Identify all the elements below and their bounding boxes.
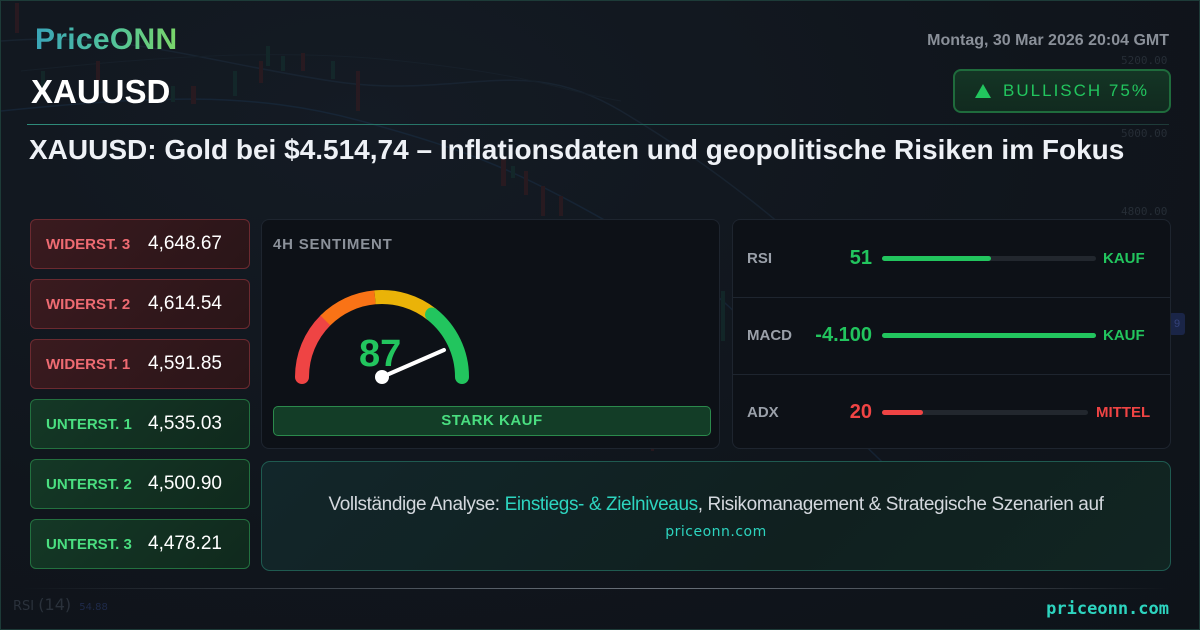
indicator-signal: MITTEL xyxy=(1096,404,1151,421)
promo-prefix: Vollständige Analyse: xyxy=(328,494,505,515)
indicator-value: 51 xyxy=(849,246,872,269)
sentiment-score: 87 xyxy=(359,333,402,375)
level-value: 4,614.54 xyxy=(148,293,222,314)
indicator-name: ADX xyxy=(747,404,779,421)
support-level-3: UNTERST. 3 4,478.21 xyxy=(30,519,250,569)
levels-list: WIDERST. 3 4,648.67 WIDERST. 2 4,614.54 … xyxy=(30,219,250,579)
price-axis-label: 5000.00 xyxy=(1121,127,1168,140)
sentiment-gauge-icon xyxy=(294,289,470,384)
rsi-pane-value: 54.88 xyxy=(79,602,108,613)
indicator-bar xyxy=(882,255,1096,261)
resistance-level-3: WIDERST. 3 4,648.67 xyxy=(30,219,250,269)
symbol-title: XAUUSD xyxy=(31,73,171,110)
headline: XAUUSD: Gold bei $4.514,74 – Inflationsd… xyxy=(29,134,1125,165)
indicator-name: RSI xyxy=(747,249,773,267)
footer-url-link[interactable]: priceonn.com xyxy=(1046,599,1169,619)
rsi-pane-label: RSI (14) 54.88 xyxy=(13,595,108,614)
price-axis-label: 4800.00 xyxy=(1121,205,1168,218)
footer-divider xyxy=(23,588,1169,589)
promo-highlight: Einstiegs- & Zielniveaus xyxy=(504,494,699,515)
promo-link[interactable]: priceonn.com xyxy=(665,524,767,540)
level-label: WIDERST. 3 xyxy=(46,235,131,253)
sentiment-title: 4H SENTIMENT xyxy=(273,236,393,253)
resistance-level-1: WIDERST. 1 4,591.85 xyxy=(30,339,250,389)
brand-logo: PriceONN xyxy=(35,23,178,56)
level-label: UNTERST. 1 xyxy=(46,415,132,433)
indicator-bar xyxy=(882,333,1096,338)
rsi-pane-name: RSI xyxy=(13,599,35,614)
support-level-1: UNTERST. 1 4,535.03 xyxy=(30,399,250,449)
indicators-card: RSI 51 KAUF MACD -4.100 KAUF ADX 20 MITT… xyxy=(732,219,1171,449)
indicator-row-macd: MACD -4.100 KAUF xyxy=(733,297,1170,373)
bias-label: BULLISCH 75% xyxy=(1003,81,1149,100)
sentiment-verdict: STARK KAUF xyxy=(273,406,711,436)
sentiment-card: 4H SENTIMENT 87 STARK KAUF xyxy=(261,219,720,449)
indicator-bar xyxy=(882,410,1088,415)
level-value: 4,500.90 xyxy=(148,473,222,494)
indicator-row-adx: ADX 20 MITTEL xyxy=(733,374,1170,448)
level-value: 4,591.85 xyxy=(148,353,222,374)
level-value: 4,648.67 xyxy=(148,233,222,254)
level-label: WIDERST. 1 xyxy=(46,355,131,373)
header-divider xyxy=(27,124,1169,125)
indicator-signal: KAUF xyxy=(1103,249,1145,267)
rsi-pane-period: (14) xyxy=(38,595,72,614)
price-axis-label: 5200.00 xyxy=(1121,54,1168,67)
indicator-value: -4.100 xyxy=(815,324,872,346)
level-value: 4,535.03 xyxy=(148,413,222,434)
promo-banner[interactable]: Vollständige Analyse: Einstiegs- & Zieln… xyxy=(261,461,1171,571)
triangle-up-icon xyxy=(975,84,992,98)
resistance-level-2: WIDERST. 2 4,614.54 xyxy=(30,279,250,329)
level-label: UNTERST. 3 xyxy=(46,535,132,553)
level-label: WIDERST. 2 xyxy=(46,295,131,313)
datetime-stamp: Montag, 30 Mar 2026 20:04 GMT xyxy=(927,32,1169,49)
level-label: UNTERST. 2 xyxy=(46,475,132,493)
indicator-name: MACD xyxy=(747,327,792,344)
chart-tag: 9 xyxy=(1169,313,1185,335)
level-value: 4,478.21 xyxy=(148,533,222,554)
indicator-value: 20 xyxy=(849,401,872,423)
promo-text: Vollständige Analyse: Einstiegs- & Zieln… xyxy=(262,494,1170,516)
indicator-signal: KAUF xyxy=(1103,327,1145,344)
support-level-2: UNTERST. 2 4,500.90 xyxy=(30,459,250,509)
bias-badge: BULLISCH 75% xyxy=(953,69,1171,113)
indicator-row-rsi: RSI 51 KAUF xyxy=(733,220,1170,296)
promo-suffix: , Risikomanagement & Strategische Szenar… xyxy=(697,494,1104,515)
